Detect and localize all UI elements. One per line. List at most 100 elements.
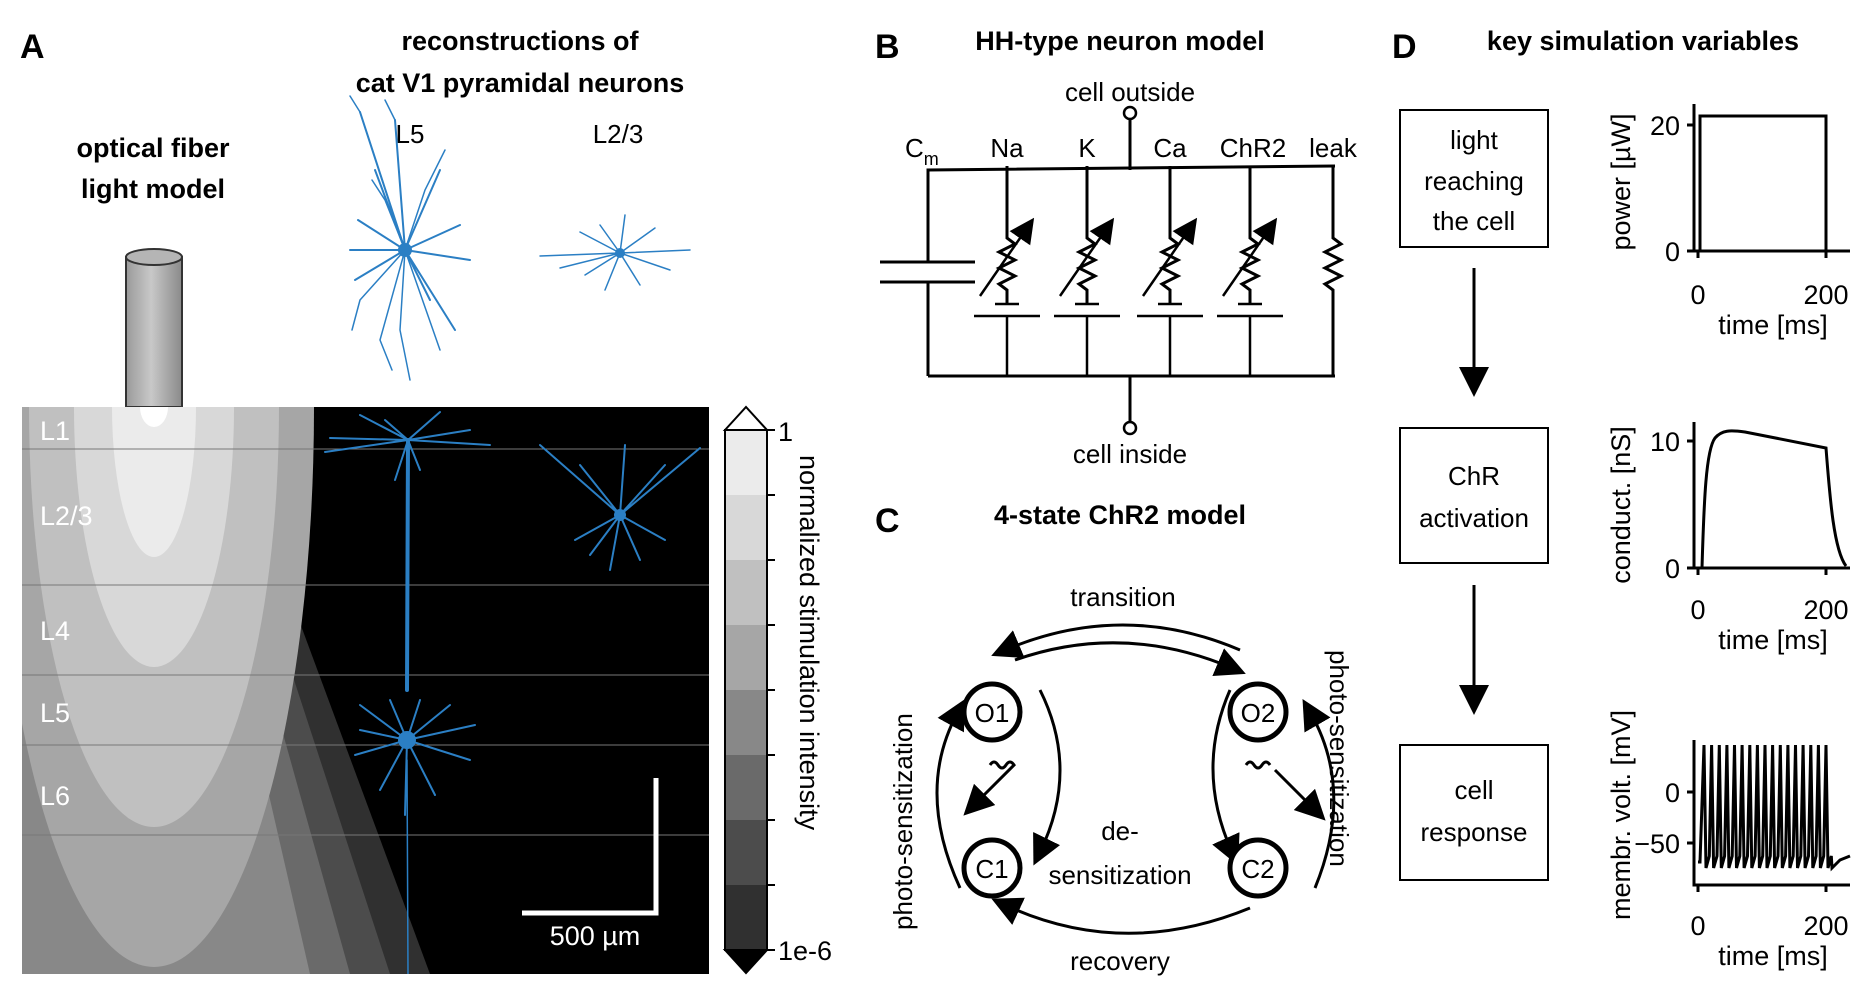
power-ytick-20: 20 (1650, 111, 1680, 141)
voltage-ytick-0: 0 (1665, 778, 1680, 808)
recon-l5-small (349, 95, 471, 381)
conductance-xtick-0: 0 (1690, 595, 1705, 625)
state-c1: C1 (961, 837, 1023, 899)
colorbar-level (725, 885, 767, 950)
desens-label-line1: de- (1101, 816, 1139, 846)
voltage-xtick-0: 0 (1690, 911, 1705, 941)
channel-label-ca: Ca (1153, 133, 1187, 163)
colorbar-levels (725, 430, 775, 950)
arrow-o1-o2 (1014, 641, 1246, 676)
plot-conductance: 10 0 0 200 time [ms] conduct. [nS] (1606, 422, 1850, 655)
variable-conductance-icon (1137, 166, 1203, 376)
leak-resistor (1321, 166, 1345, 376)
box-response-line2: response (1421, 817, 1528, 847)
neuron-l5-in-tissue (324, 411, 491, 974)
power-ylabel: power [µW] (1606, 113, 1636, 250)
conductance-xlabel: time [ms] (1718, 625, 1828, 655)
box-response: cell response (1399, 744, 1549, 881)
variable-conductance-icon (974, 166, 1040, 376)
conductance-trace (1698, 429, 1848, 570)
colorbar-level (725, 755, 767, 820)
box-light-line1: light (1450, 125, 1498, 155)
box-chr-line1: ChR (1448, 461, 1500, 491)
recon-l5-small-soma (398, 243, 412, 257)
channel-label-leak: leak (1309, 133, 1358, 163)
neuron-l23-in-tissue (539, 444, 701, 571)
layer-label-l1: L1 (40, 416, 70, 446)
light-intensity-map (22, 407, 709, 974)
layer-label-l6: L6 (40, 781, 70, 811)
voltage-ytick-minus50: −50 (1634, 829, 1680, 859)
fiber-title-line2: light model (81, 174, 225, 204)
panel-c: C 4-state ChR2 model transition recovery… (875, 500, 1354, 976)
power-xlabel: time [ms] (1718, 310, 1828, 340)
panel-b-title: HH-type neuron model (975, 26, 1265, 56)
photon-right-icon (1244, 760, 1315, 810)
arrow-o1-c1 (1033, 689, 1062, 866)
state-o2-label: O2 (1241, 698, 1276, 728)
cell-outside-label: cell outside (1065, 77, 1195, 107)
box-chr-line2: activation (1419, 503, 1529, 533)
arrow-c1-o1 (935, 698, 966, 889)
voltage-ylabel: membr. volt. [mV] (1606, 710, 1636, 920)
panel-b-letter: B (875, 28, 900, 66)
voltage-xlabel: time [ms] (1718, 941, 1828, 971)
box-light-line3: the cell (1433, 206, 1515, 236)
colorbar-max: 1 (778, 417, 793, 447)
box-chr: ChR activation (1399, 427, 1549, 564)
state-c2: C2 (1227, 837, 1289, 899)
colorbar-label: normalized stimulation intensity (794, 455, 824, 831)
recon-title-line2: cat V1 pyramidal neurons (356, 68, 685, 98)
channel-label-chr2: ChR2 (1220, 133, 1286, 163)
arrow-o2-c2 (1211, 689, 1240, 866)
plot-voltage: 0 −50 0 200 time [ms] membr. volt. [mV] (1606, 710, 1851, 971)
colorbar: 1 1e-6 normalized stimulation intensity (722, 405, 832, 975)
panel-c-title: 4-state ChR2 model (994, 500, 1246, 530)
scale-bar-label: 500 µm (550, 921, 641, 951)
cell-inside-label: cell inside (1073, 439, 1187, 469)
colorbar-top-cap (722, 405, 770, 431)
state-c1-label: C1 (975, 854, 1008, 884)
capacitor (880, 260, 975, 284)
box-light-line2: reaching (1424, 166, 1524, 196)
power-xtick-200: 200 (1803, 280, 1848, 310)
neuron-label-l23: L2/3 (593, 119, 644, 149)
colorbar-level (725, 495, 767, 560)
state-o2: O2 (1227, 681, 1289, 743)
channel-label-k: K (1078, 133, 1096, 163)
voltage-trace (1698, 744, 1851, 872)
box-light: light reaching the cell (1399, 109, 1549, 248)
panel-a: A optical fiber light model reconstructi… (20, 26, 832, 975)
colorbar-min: 1e-6 (778, 936, 832, 966)
fiber-title-line1: optical fiber (76, 133, 230, 163)
channel-label-na: Na (990, 133, 1024, 163)
box-response-line1: cell (1454, 775, 1493, 805)
variable-conductance-icon (1217, 166, 1283, 376)
cm-label: Cm (905, 133, 939, 169)
conductance-ylabel: conduct. [nS] (1606, 426, 1636, 584)
state-c2-label: C2 (1241, 854, 1274, 884)
arrow-o2-o1 (991, 623, 1241, 658)
colorbar-level (725, 625, 767, 690)
scale-bar: 500 µm (522, 778, 659, 951)
neuron-label-l5: L5 (396, 119, 425, 149)
colorbar-level (725, 430, 767, 495)
desens-label-line2: sensitization (1048, 860, 1191, 890)
voltage-xtick-200: 200 (1803, 911, 1848, 941)
power-xtick-0: 0 (1690, 280, 1705, 310)
panel-a-letter: A (20, 28, 45, 66)
colorbar-level (725, 690, 767, 755)
terminal-outside (1122, 105, 1138, 121)
power-ytick-0: 0 (1665, 237, 1680, 267)
variable-conductance-icon (1054, 166, 1120, 376)
power-trace (1698, 114, 1828, 253)
colorbar-level (725, 560, 767, 625)
panel-d-letter: D (1392, 28, 1417, 66)
colorbar-level (725, 820, 767, 885)
conductance-ytick-10: 10 (1650, 427, 1680, 457)
recon-l23-small (539, 214, 691, 291)
plot-power: 20 0 0 200 time [ms] power [µW] (1606, 104, 1850, 340)
layer-label-l5: L5 (40, 698, 70, 728)
recovery-label: recovery (1070, 946, 1170, 976)
